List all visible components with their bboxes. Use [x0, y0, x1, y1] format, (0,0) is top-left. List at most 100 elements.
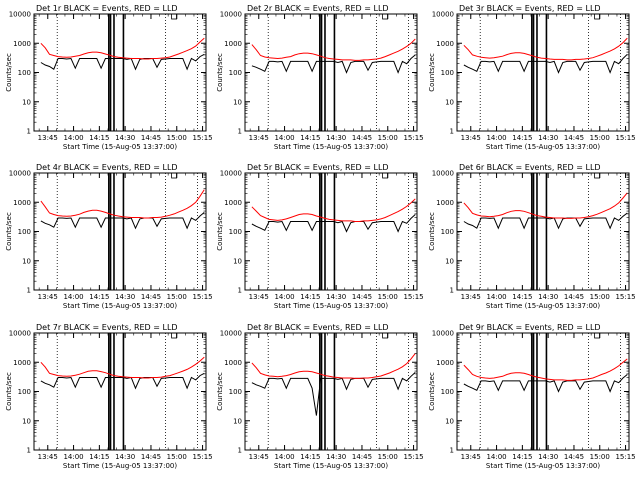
panel-det-5: Det 5r BLACK = Events, RED = LLD 1 10 100 10…	[216, 163, 424, 310]
y-axis-label: Counts/sec	[216, 212, 224, 251]
x-tick-label: 14:30	[115, 453, 135, 461]
x-tick-label: 14:45	[564, 293, 584, 301]
y-tick-label: 100	[18, 69, 31, 77]
x-axis-label: Start Time (15-Aug-05 13:37:00)	[274, 143, 388, 151]
panel-det-6: Det 6r BLACK = Events, RED = LLD 1 10 100 10…	[428, 163, 636, 310]
series-lld-line	[40, 356, 205, 379]
y-axis-label: Counts/sec	[5, 212, 13, 251]
y-tick-label: 10	[445, 98, 454, 106]
y-tick-label: 10	[445, 417, 454, 425]
series-events-line	[463, 374, 628, 393]
panel-title: Det 1r BLACK = Events, RED = LLD	[36, 4, 178, 13]
panel-title: Det 3r BLACK = Events, RED = LLD	[459, 4, 601, 13]
x-tick-label: 14:45	[352, 453, 372, 461]
y-tick-label: 10	[445, 257, 454, 265]
x-tick-label: 15:15	[192, 134, 212, 142]
x-tick-label: 14:00	[63, 453, 83, 461]
x-tick-label: 15:15	[615, 134, 635, 142]
x-tick-label: 15:15	[403, 134, 423, 142]
y-tick-label: 100	[441, 69, 454, 77]
y-tick-label: 100	[18, 228, 31, 236]
x-axis-label: Start Time (15-Aug-05 13:37:00)	[274, 302, 388, 310]
x-tick-label: 14:15	[300, 453, 320, 461]
flag-box	[594, 172, 600, 179]
y-tick-label: 1	[238, 447, 242, 455]
plot-frame	[456, 13, 630, 132]
series-lld-line	[463, 37, 628, 61]
y-tick-label: 10000	[432, 11, 454, 19]
y-axis-label: Counts/sec	[428, 53, 436, 92]
x-tick-label: 13:45	[38, 293, 58, 301]
x-axis-label: Start Time (15-Aug-05 13:37:00)	[63, 143, 177, 151]
x-tick-label: 14:15	[300, 293, 320, 301]
panel-det-9: Det 9r BLACK = Events, RED = LLD 1 10 100 10…	[428, 323, 636, 470]
x-tick-label: 13:45	[461, 293, 481, 301]
x-tick-label: 14:30	[115, 293, 135, 301]
series-lld-line	[40, 189, 205, 219]
x-tick-label: 14:00	[63, 293, 83, 301]
series-events-line	[40, 53, 205, 71]
y-tick-label: 1000	[13, 199, 31, 207]
y-tick-label: 1	[238, 287, 242, 295]
y-tick-label: 100	[229, 69, 242, 77]
x-tick-label: 14:15	[89, 453, 109, 461]
y-tick-label: 1000	[13, 359, 31, 367]
panel-title: Det 2r BLACK = Events, RED = LLD	[247, 4, 389, 13]
panel-title: Det 8r BLACK = Events, RED = LLD	[247, 323, 389, 332]
x-tick-label: 13:45	[38, 453, 58, 461]
panel-title: Det 7r BLACK = Events, RED = LLD	[36, 323, 178, 332]
y-tick-label: 1	[238, 128, 242, 136]
x-tick-label: 13:45	[38, 134, 58, 142]
flag-box	[594, 332, 600, 339]
series-events-line	[251, 372, 416, 416]
x-tick-label: 14:30	[538, 453, 558, 461]
y-tick-label: 10	[233, 417, 242, 425]
y-tick-label: 1000	[436, 40, 454, 48]
y-tick-label: 100	[229, 388, 242, 396]
x-tick-label: 14:45	[141, 453, 161, 461]
y-tick-label: 100	[229, 228, 242, 236]
x-tick-label: 15:00	[590, 134, 610, 142]
y-tick-label: 10000	[9, 170, 31, 178]
x-axis-label: Start Time (15-Aug-05 13:37:00)	[486, 302, 600, 310]
y-tick-label: 10000	[220, 330, 242, 338]
flag-box	[594, 13, 600, 20]
panel-det-3: Det 3r BLACK = Events, RED = LLD 1 10 100 10…	[428, 4, 636, 151]
x-tick-label: 15:15	[403, 453, 423, 461]
plot-frame	[244, 332, 418, 451]
series-lld-line	[251, 198, 416, 222]
y-tick-label: 10	[233, 257, 242, 265]
x-tick-label: 15:00	[378, 453, 398, 461]
x-tick-label: 14:15	[300, 134, 320, 142]
plot-frame	[456, 332, 630, 451]
y-tick-label: 10	[22, 257, 31, 265]
x-tick-label: 14:45	[141, 134, 161, 142]
y-tick-label: 10000	[220, 11, 242, 19]
series-events-line	[40, 372, 205, 390]
y-axis-label: Counts/sec	[428, 212, 436, 251]
x-tick-label: 14:15	[512, 453, 532, 461]
x-tick-label: 14:45	[141, 293, 161, 301]
y-tick-label: 1000	[436, 199, 454, 207]
x-tick-label: 14:45	[564, 134, 584, 142]
x-tick-label: 14:30	[326, 453, 346, 461]
y-tick-label: 1	[450, 287, 454, 295]
panel-title: Det 5r BLACK = Events, RED = LLD	[247, 163, 389, 172]
x-tick-label: 15:15	[192, 453, 212, 461]
x-tick-label: 14:15	[512, 293, 532, 301]
x-tick-label: 13:45	[461, 134, 481, 142]
x-tick-label: 14:45	[564, 453, 584, 461]
y-axis-label: Counts/sec	[216, 53, 224, 92]
x-tick-label: 14:30	[326, 134, 346, 142]
x-axis-label: Start Time (15-Aug-05 13:37:00)	[486, 462, 600, 470]
x-tick-label: 15:00	[167, 293, 187, 301]
flag-box	[382, 172, 389, 179]
y-tick-label: 10	[22, 417, 31, 425]
x-tick-label: 15:00	[378, 293, 398, 301]
x-tick-label: 15:15	[192, 293, 212, 301]
y-tick-label: 10000	[9, 330, 31, 338]
series-lld-line	[463, 192, 628, 219]
x-tick-label: 14:30	[326, 293, 346, 301]
y-tick-label: 1	[450, 128, 454, 136]
